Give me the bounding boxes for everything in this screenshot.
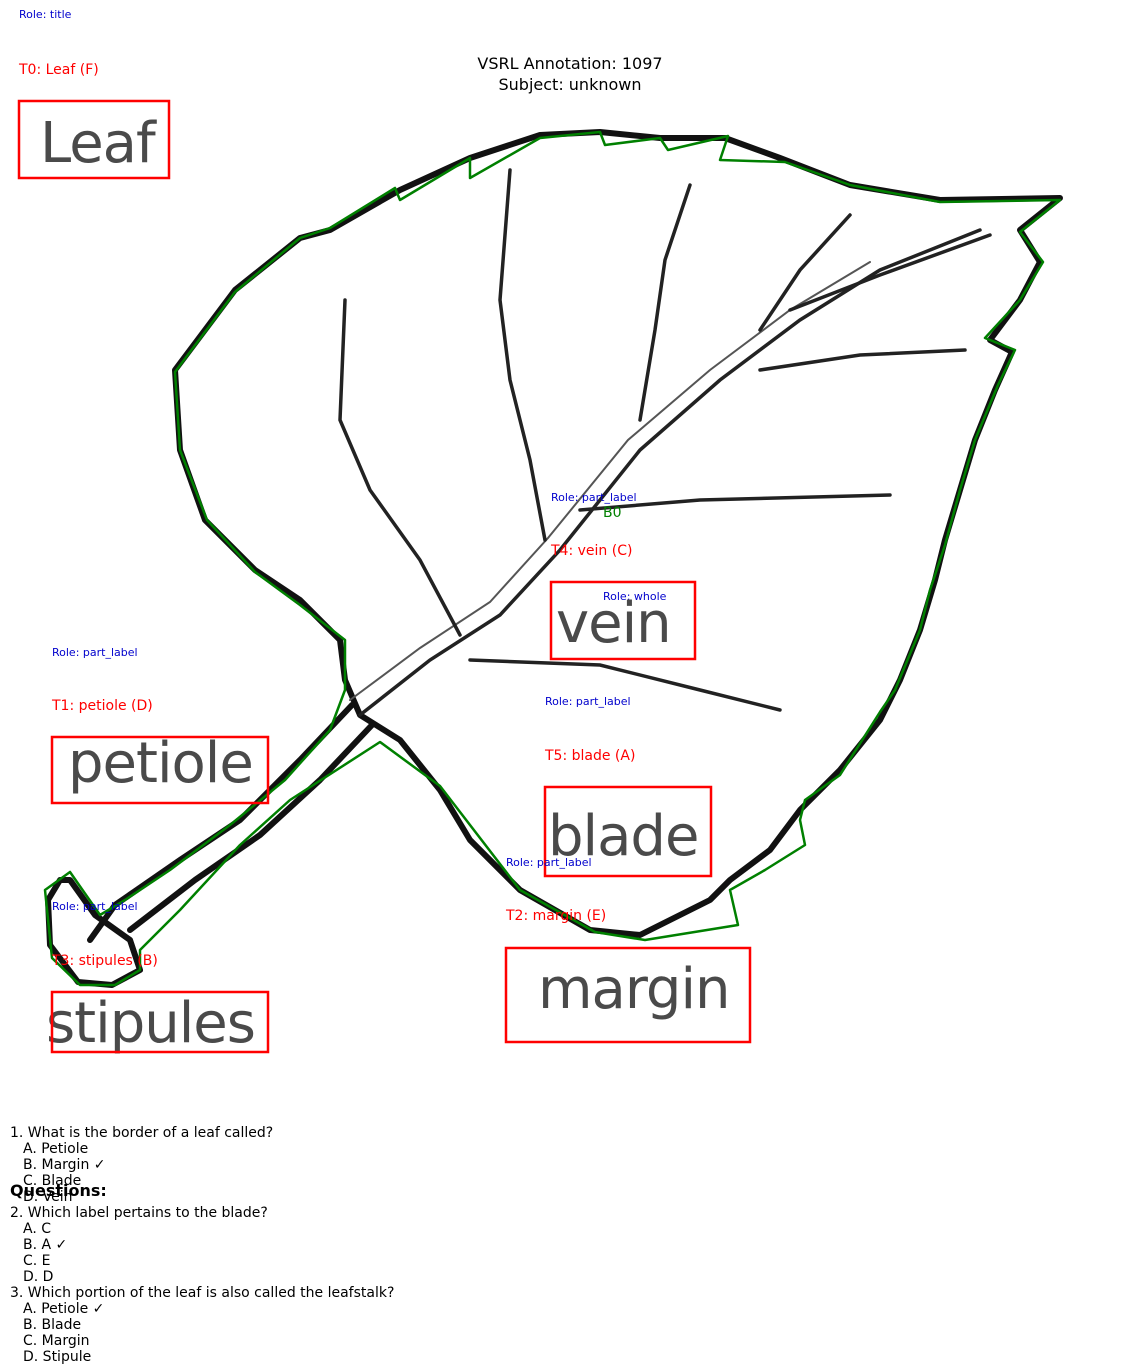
t0-tag: T0: Leaf (F) (18, 62, 99, 78)
t2-box (504, 946, 752, 1044)
t3-role-label: Role: part_label (52, 900, 138, 913)
t0-box (17, 99, 171, 180)
t4-box (549, 580, 697, 661)
t2-role-label: Role: part_label (506, 856, 592, 869)
answer-option: D. Stipule (23, 1349, 92, 1365)
leaf-illustration (45, 129, 1063, 988)
answer-option: B. Blade (23, 1317, 82, 1333)
t5-word: blade (548, 804, 698, 869)
answer-option: C. Margin (23, 1333, 90, 1349)
t1-box (50, 735, 270, 805)
questions-heading: Questions: (10, 1181, 107, 1200)
answer-option: C. E (23, 1253, 51, 1269)
vein-right-2 (578, 493, 892, 512)
t0-word: Leaf (40, 111, 157, 176)
t1-word: petiole (68, 731, 253, 796)
t3-box (50, 990, 270, 1054)
whole-leaf-polygon (43, 130, 1062, 987)
t4-word: vein (556, 591, 671, 656)
question-text: 1. What is the border of a leaf called? (10, 1125, 274, 1141)
answer-option: C. Blade (23, 1173, 82, 1189)
answer-option: B. A ✓ (23, 1237, 68, 1253)
leaf-outline (172, 129, 1063, 938)
vein-upper-middle (498, 168, 547, 542)
t5-tag: T5: blade (A) (544, 748, 635, 764)
t2-word: margin (538, 957, 730, 1022)
t3-word: stipules (46, 991, 255, 1056)
answer-option: D. Vein (23, 1189, 73, 1205)
answer-option: B. Margin ✓ (23, 1157, 106, 1173)
t4-role-label: Role: part_label (551, 491, 637, 504)
answer-option: A. Petiole (23, 1141, 89, 1157)
question-text: 3. Which portion of the leaf is also cal… (10, 1285, 395, 1301)
figure-title-line2: Subject: unknown (499, 75, 642, 94)
vein-upper-left (338, 298, 462, 637)
t2-tag: T2: margin (E) (505, 908, 606, 924)
vein-upper-right (638, 183, 692, 422)
b0-role-label: Role: whole (603, 590, 667, 603)
t1-tag: T1: petiole (D) (51, 698, 153, 714)
answer-option: D. D (23, 1269, 54, 1285)
role-title-label: Role: title (19, 8, 72, 21)
answer-option: A. Petiole ✓ (23, 1301, 105, 1317)
answer-option: A. C (23, 1221, 52, 1237)
questions-list: 1. What is the border of a leaf called? A… (10, 1125, 610, 1365)
t3-tag: T3: stipules (B) (51, 953, 158, 969)
t5-role-label: Role: part_label (545, 695, 631, 708)
vein-lower (468, 658, 782, 712)
t5-box (543, 785, 713, 878)
b0-tag: B0 (603, 505, 622, 521)
vein-right-1 (758, 348, 967, 372)
figure-title-line1: VSRL Annotation: 1097 (477, 54, 662, 73)
midrib-inner (349, 261, 871, 701)
t1-role-label: Role: part_label (52, 646, 138, 659)
vein-top-right-2 (788, 233, 992, 312)
question-text: 2. Which label pertains to the blade? (10, 1205, 268, 1221)
vein-top-right-1 (758, 213, 852, 332)
t4-tag: T4: vein (C) (550, 543, 632, 559)
